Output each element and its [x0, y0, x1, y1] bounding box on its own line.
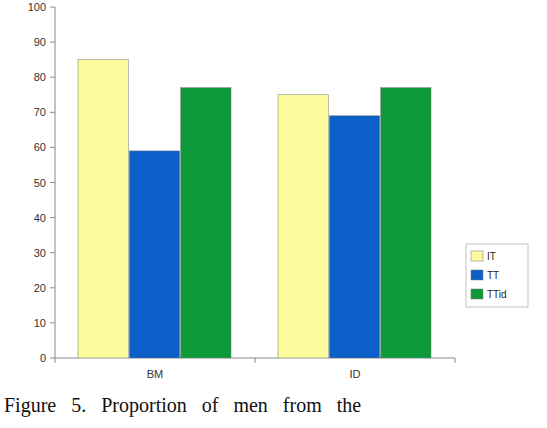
- y-tick: [50, 287, 55, 288]
- legend-label: TTid: [487, 289, 507, 300]
- x-tick-label: BM: [147, 368, 164, 380]
- y-tick: [50, 358, 55, 359]
- y-tick-label: 50: [34, 177, 46, 189]
- y-tick-label: 80: [34, 71, 46, 83]
- y-tick: [50, 322, 55, 323]
- y-tick-label: 40: [34, 212, 46, 224]
- legend-swatch: [471, 270, 483, 280]
- y-tick: [50, 217, 55, 218]
- legend-label: TT: [487, 270, 499, 281]
- legend: IT TT TTid: [466, 244, 528, 307]
- legend-swatch: [471, 289, 483, 299]
- x-tick: [255, 358, 256, 363]
- x-tick: [55, 358, 56, 363]
- y-tick: [50, 182, 55, 183]
- y-tick-label: 30: [34, 247, 46, 259]
- y-tick-label: 20: [34, 282, 46, 294]
- y-tick: [50, 77, 55, 78]
- caption: Figure 5. Proportion of men from the: [4, 394, 361, 417]
- plot-area: [78, 60, 431, 358]
- bar: [181, 88, 231, 358]
- legend-box: [466, 244, 528, 307]
- y-tick: [50, 252, 55, 253]
- chart-svg: 0 10 20 30 40 50 60 70 80 90 100 BM ID IT TT TTid Figure…: [0, 0, 547, 428]
- y-tick: [50, 42, 55, 43]
- y-tick-label: 0: [40, 352, 46, 364]
- y-tick-label: 60: [34, 141, 46, 153]
- y-tick: [50, 7, 55, 8]
- bar: [329, 116, 379, 358]
- chart-root: 0 10 20 30 40 50 60 70 80 90 100 BM ID IT TT TTid Figure…: [0, 0, 547, 428]
- y-tick: [50, 147, 55, 148]
- x-tick-label: ID: [350, 368, 361, 380]
- y-tick-label: 10: [34, 317, 46, 329]
- bar: [129, 151, 179, 358]
- bar: [78, 60, 128, 358]
- y-tick-label: 70: [34, 106, 46, 118]
- y-tick: [50, 112, 55, 113]
- y-tick-label: 100: [28, 1, 46, 13]
- bar: [381, 88, 431, 358]
- legend-swatch: [471, 251, 483, 261]
- x-tick: [455, 358, 456, 363]
- bar: [278, 95, 328, 358]
- legend-label: IT: [487, 251, 496, 262]
- y-tick-label: 90: [34, 36, 46, 48]
